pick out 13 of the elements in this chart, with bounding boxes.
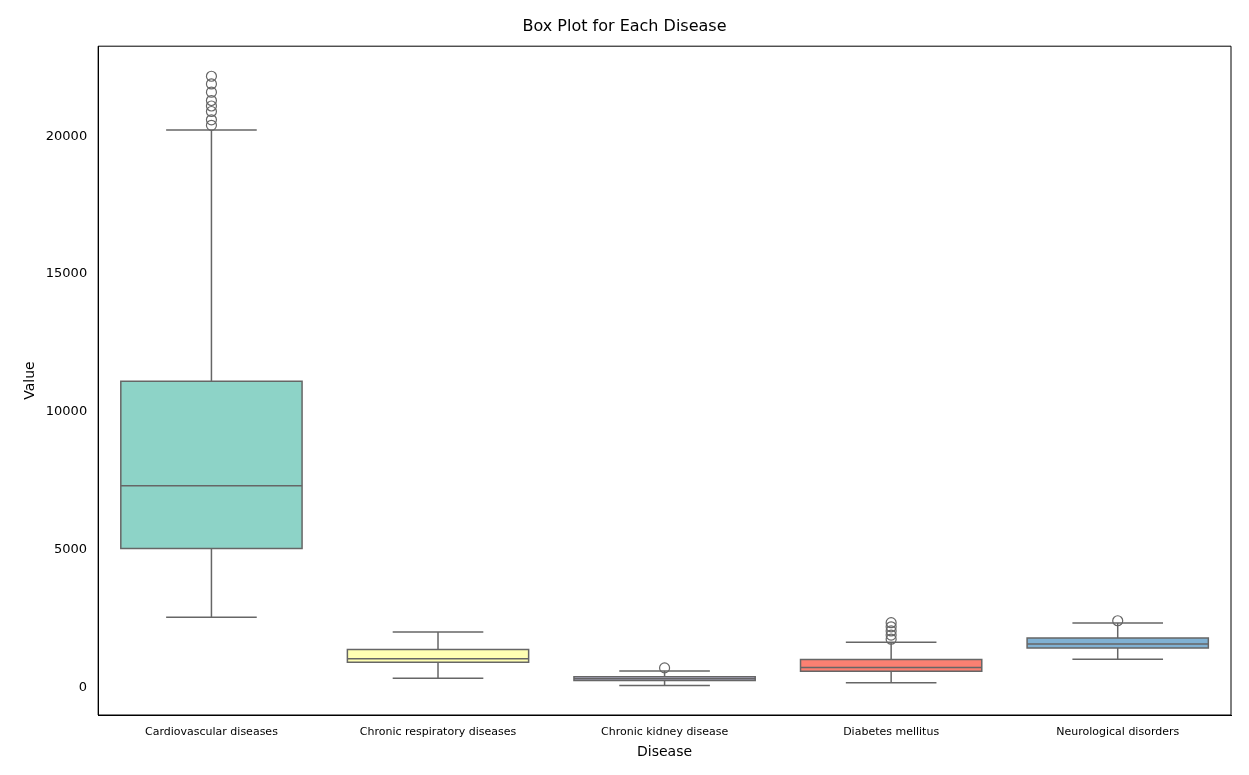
x-axis-title: Disease — [637, 743, 693, 760]
x-tick-label: Neurological disorders — [1056, 725, 1180, 739]
x-tick-label: Chronic respiratory diseases — [359, 725, 517, 739]
y-tick-label: 15000 — [45, 265, 88, 281]
x-tick-label: Cardiovascular diseases — [145, 725, 279, 739]
y-tick-label: 5000 — [54, 541, 88, 557]
y-tick-label: 0 — [78, 678, 88, 694]
y-axis-title: Value — [21, 361, 38, 400]
x-tick-label: Diabetes mellitus — [843, 725, 940, 739]
chart-title: Box Plot for Each Disease — [522, 15, 727, 35]
y-tick-label: 20000 — [45, 127, 88, 143]
y-tick-label: 10000 — [45, 403, 88, 419]
x-tick-label: Chronic kidney disease — [600, 725, 729, 739]
